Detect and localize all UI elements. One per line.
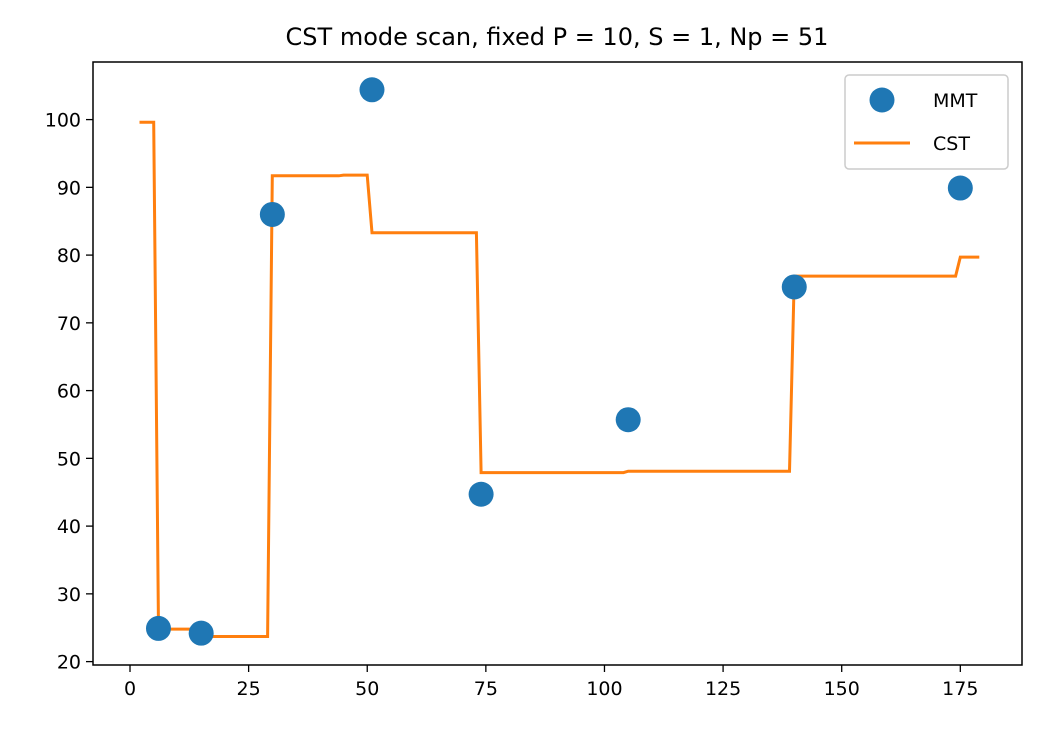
x-tick-label: 0 — [124, 678, 136, 700]
x-axis: 0 25 50 75 100 125 150 175 — [124, 665, 978, 700]
y-tick-label: 40 — [57, 516, 81, 538]
x-tick-label: 50 — [355, 678, 379, 700]
cst-series-line — [139, 120, 980, 638]
plot-area — [139, 77, 980, 646]
y-tick-label: 90 — [57, 177, 81, 199]
x-tick-label: 150 — [824, 678, 860, 700]
legend-cst-label: CST — [933, 133, 970, 155]
mmt-data-point — [188, 620, 214, 646]
y-axis: 20 30 40 50 60 70 80 90 100 — [45, 110, 93, 674]
mmt-data-point — [781, 274, 807, 300]
legend-box — [844, 74, 1009, 170]
chart-title: CST mode scan, fixed P = 10, S = 1, Np =… — [286, 23, 829, 51]
x-tick-label: 175 — [942, 678, 978, 700]
mmt-data-point — [145, 615, 171, 641]
mmt-data-point — [615, 407, 641, 433]
y-tick-label: 80 — [57, 245, 81, 267]
x-tick-label: 100 — [586, 678, 622, 700]
plot-frame — [92, 61, 1023, 666]
x-tick-label: 25 — [237, 678, 261, 700]
y-tick-label: 30 — [57, 584, 81, 606]
y-tick-label: 20 — [57, 652, 81, 674]
y-tick-label: 50 — [57, 448, 81, 470]
legend-mmt-label: MMT — [933, 90, 978, 112]
legend-mmt-marker — [869, 87, 895, 113]
mmt-data-point — [259, 201, 285, 227]
legend: MMT CST — [844, 74, 1009, 170]
mmt-data-point — [947, 175, 973, 201]
y-tick-label: 60 — [57, 381, 81, 403]
mmt-data-point — [359, 77, 385, 103]
y-tick-label: 100 — [45, 110, 81, 132]
x-tick-label: 75 — [474, 678, 498, 700]
x-tick-label: 125 — [705, 678, 741, 700]
y-tick-label: 70 — [57, 313, 81, 335]
mmt-data-point — [468, 481, 494, 507]
